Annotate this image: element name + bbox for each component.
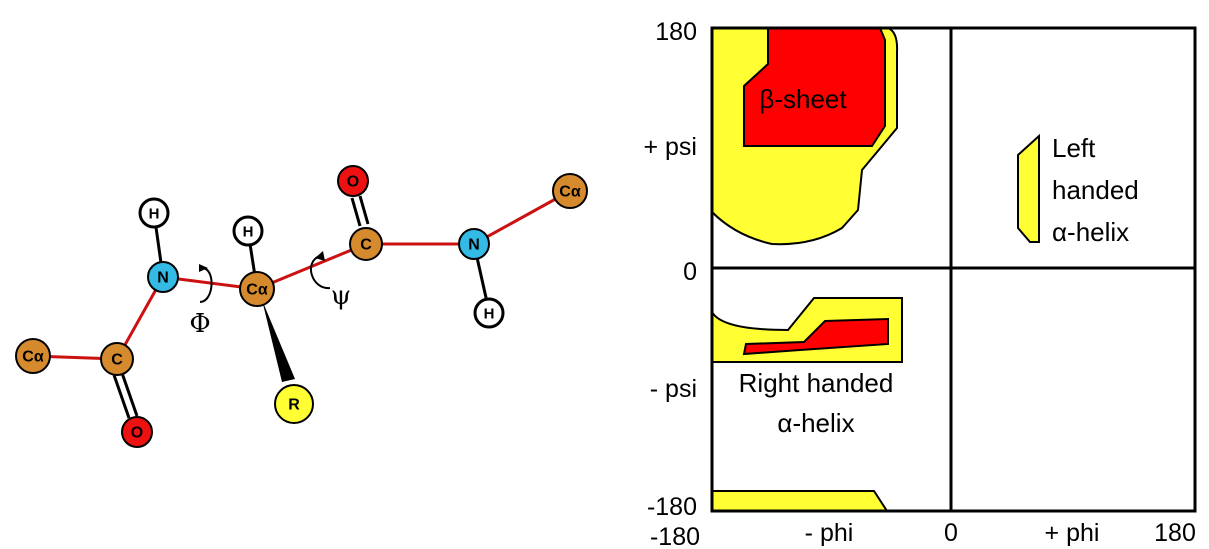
right-helix-label-line-2: α-helix [777, 408, 854, 438]
psi-angle-label: ψ [331, 281, 351, 311]
phi-rotation-arrow [199, 267, 213, 303]
atom-n-left: N [147, 261, 179, 293]
beta-sheet-label: β-sheet [759, 84, 847, 114]
atom-n-left-label: N [157, 270, 169, 287]
atom-r-group-label: R [288, 397, 300, 414]
atom-ca-left-label: Cα [22, 349, 44, 366]
double-bond-right-1 [350, 197, 362, 227]
peptide-backbone-diagram: Φ ψ Cα C O N H Cα H [15, 165, 588, 448]
atom-h-left-label: H [149, 206, 160, 223]
y-tick-0: 0 [683, 258, 697, 286]
left-helix-allowed-region [1017, 133, 1040, 243]
atom-ca-right: Cα [552, 173, 588, 209]
bottom-allowed-region [711, 490, 889, 512]
left-helix-label-line-2: handed [1052, 175, 1139, 205]
atom-n-right-label: N [468, 237, 480, 254]
right-helix-label-line-1: Right handed [739, 368, 894, 398]
atom-o-right: O [337, 165, 369, 197]
beta-sheet-favored-region [743, 27, 886, 147]
bonds [32, 189, 571, 361]
atom-o-left: O [121, 416, 153, 448]
atom-ca-right-label: Cα [559, 184, 581, 201]
bond-n-right-ca-right [473, 189, 571, 246]
atom-h-left: H [138, 197, 170, 229]
y-tick-neg-180: -180 [647, 493, 697, 521]
left-helix-label-line-1: Left [1052, 133, 1096, 163]
x-tick-neg-180: -180 [650, 523, 700, 549]
atom-h-right: H [473, 297, 505, 329]
atom-r-group: R [274, 384, 314, 424]
atom-ca-center: Cα [239, 271, 275, 307]
atom-c-right-label: C [360, 237, 372, 254]
phi-angle-label: Φ [189, 309, 210, 339]
atom-o-left-label: O [131, 425, 143, 442]
phi-arrow-head [199, 264, 208, 272]
atom-ca-left: Cα [15, 338, 51, 374]
atom-h-center: H [232, 215, 264, 247]
x-tick-0: 0 [944, 519, 958, 547]
atom-h-right-label: H [484, 306, 495, 323]
atom-n-right: N [458, 228, 490, 260]
black-bonds [112, 195, 491, 419]
atom-c-left-label: C [111, 352, 123, 369]
left-helix-label-line-3: α-helix [1052, 217, 1129, 247]
psi-arrow-head [315, 251, 325, 261]
wedge-bond-r [262, 300, 295, 382]
double-bond-left-1 [112, 374, 131, 419]
ramachandran-plot: 180 + psi 0 - psi -180 -180 - phi 0 + ph… [643, 18, 1197, 549]
atom-c-right: C [349, 227, 383, 261]
x-tick-180: 180 [1154, 519, 1196, 547]
y-label-minus-psi: - psi [650, 375, 697, 403]
atom-ca-center-label: Cα [246, 282, 268, 299]
atom-c-left: C [100, 342, 134, 376]
y-tick-180: 180 [655, 18, 697, 46]
x-label-plus-phi: + phi [1045, 519, 1100, 547]
double-bond-left-2 [120, 372, 139, 417]
y-label-plus-psi: + psi [643, 133, 697, 161]
x-label-minus-phi: - phi [805, 519, 854, 547]
atom-h-center-label: H [243, 224, 254, 241]
right-helix-favored-region [742, 317, 889, 356]
atom-o-right-label: O [347, 174, 359, 191]
double-bond-right-2 [358, 195, 370, 225]
